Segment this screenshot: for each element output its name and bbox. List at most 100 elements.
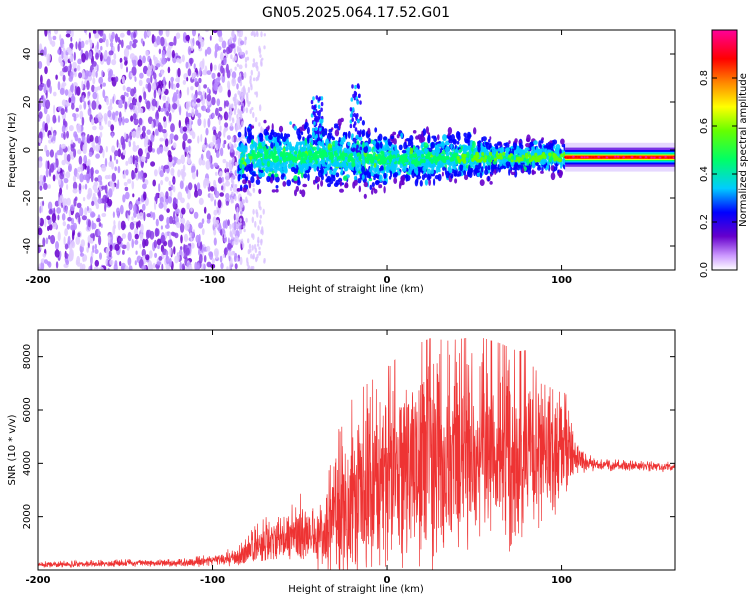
noise-cell <box>239 201 242 206</box>
noise-cell <box>51 40 56 47</box>
noise-cell <box>45 99 51 110</box>
noise-cell <box>194 261 198 270</box>
noise-cell <box>254 117 258 122</box>
signal-cell <box>558 158 562 163</box>
noise-cell <box>68 165 71 171</box>
noise-cell <box>149 58 152 66</box>
noise-cell <box>241 242 245 249</box>
signal-cell <box>352 123 356 129</box>
noise-cell <box>259 214 262 219</box>
noise-cell <box>219 147 224 157</box>
noise-cell <box>96 86 101 91</box>
noise-cell <box>201 144 207 151</box>
signal-cell <box>484 155 488 160</box>
signal-cell <box>282 181 287 187</box>
spectrogram-xlabel: Height of straight line (km) <box>288 284 424 295</box>
noise-cell <box>234 93 237 99</box>
signal-cell <box>422 159 426 163</box>
noise-cell <box>193 211 199 219</box>
figure-title: GN05.2025.064.17.52.G01 <box>262 5 450 21</box>
noise-cell <box>219 125 222 132</box>
signal-cell <box>493 157 498 162</box>
noise-cell <box>118 143 121 149</box>
noise-cell <box>179 222 185 233</box>
signal-cell <box>370 159 375 164</box>
noise-cell <box>88 32 91 39</box>
signal-cell <box>431 149 436 156</box>
noise-cell <box>118 39 122 45</box>
signal-cell <box>421 153 425 158</box>
noise-cell <box>236 117 242 128</box>
noise-cell <box>122 194 126 203</box>
signal-cell <box>342 152 346 157</box>
signal-cell <box>481 152 485 156</box>
signal-cell <box>261 141 265 147</box>
noise-cell <box>67 254 73 262</box>
signal-cell <box>337 155 341 160</box>
signal-cell <box>405 138 410 142</box>
signal-cell <box>508 168 511 176</box>
signal-cell <box>332 168 337 173</box>
noise-cell <box>104 115 108 125</box>
noise-cell <box>71 224 76 231</box>
signal-cell <box>558 170 563 177</box>
noise-cell <box>208 251 214 257</box>
signal-cell <box>407 142 412 147</box>
signal-cell <box>379 150 384 154</box>
noise-cell <box>72 188 78 194</box>
noise-cell <box>200 134 203 142</box>
noise-cell <box>259 54 262 58</box>
signal-cell <box>263 119 267 124</box>
noise-cell <box>169 133 174 140</box>
signal-cell <box>296 179 301 186</box>
noise-cell <box>229 223 232 230</box>
noise-cell <box>258 250 261 256</box>
noise-cell <box>49 85 52 94</box>
noise-cell <box>261 57 264 61</box>
noise-cell <box>38 61 43 69</box>
noise-cell <box>84 183 88 190</box>
signal-cell <box>534 152 538 157</box>
noise-cell <box>119 32 125 38</box>
noise-cell <box>46 160 50 170</box>
signal-cell <box>245 176 249 181</box>
snr-series-line <box>38 337 675 570</box>
noise-cell <box>172 232 177 237</box>
noise-cell <box>52 222 57 230</box>
noise-cell <box>108 174 111 180</box>
noise-cell <box>182 79 187 85</box>
signal-cell <box>349 123 353 129</box>
signal-cell <box>378 184 383 189</box>
noise-cell <box>113 220 116 226</box>
noise-cell <box>146 152 150 160</box>
noise-cell <box>97 112 102 123</box>
signal-cell <box>331 171 337 176</box>
signal-cell <box>510 166 513 171</box>
signal-cell <box>320 107 323 112</box>
noise-cell <box>156 35 161 46</box>
noise-cell <box>252 187 255 192</box>
noise-cell <box>185 185 189 194</box>
signal-cell <box>482 148 488 152</box>
noise-cell <box>97 228 100 237</box>
noise-cell <box>107 120 112 128</box>
signal-cell <box>528 154 532 159</box>
noise-cell <box>67 145 70 152</box>
noise-cell <box>185 34 190 42</box>
noise-cell <box>205 160 211 170</box>
noise-cell <box>66 223 71 230</box>
signal-cell <box>263 148 268 152</box>
noise-cell <box>152 179 156 187</box>
noise-cell <box>255 77 258 82</box>
signal-cell <box>242 179 247 185</box>
tone-cell <box>566 156 569 159</box>
signal-cell <box>293 175 298 182</box>
noise-cell <box>91 84 95 93</box>
noise-cell <box>168 154 173 163</box>
signal-cell <box>386 166 391 171</box>
noise-cell <box>165 191 169 200</box>
signal-cell <box>405 167 409 172</box>
noise-cell <box>187 138 192 144</box>
noise-cell <box>187 68 192 77</box>
noise-cell <box>91 69 96 78</box>
